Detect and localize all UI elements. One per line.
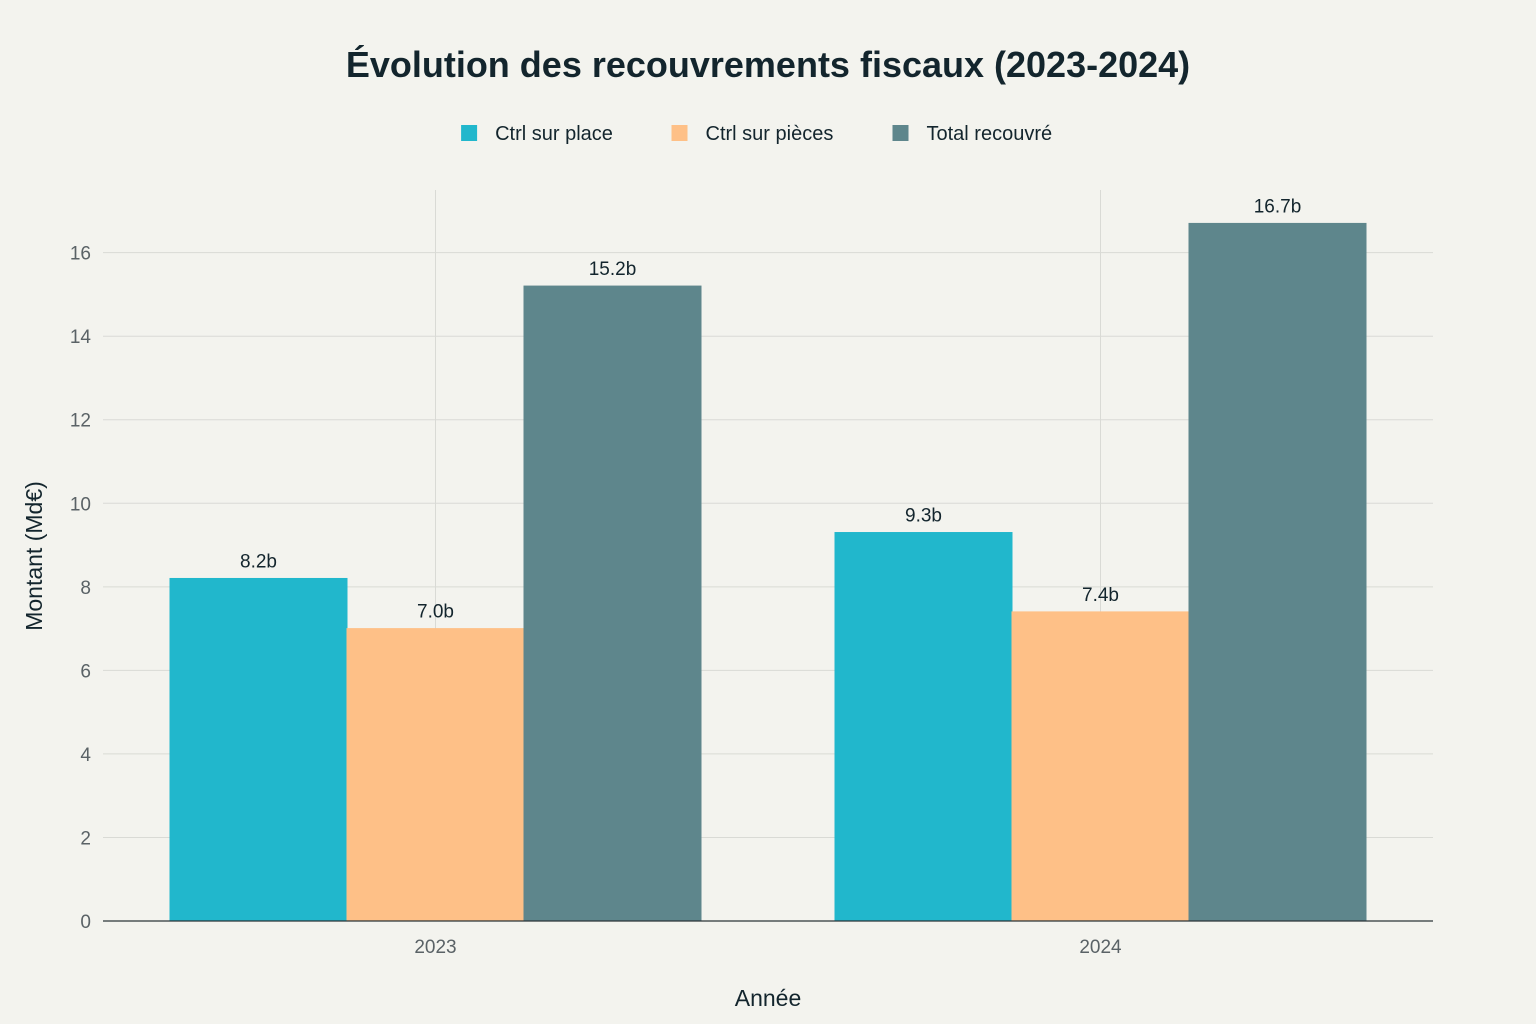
legend-label: Ctrl sur place [495, 123, 613, 145]
y-tick-label: 12 [70, 411, 91, 432]
y-tick-label: 2 [80, 828, 91, 849]
x-axis-title: Année [735, 985, 802, 1011]
x-tick-label: 2023 [414, 937, 456, 958]
bar [834, 532, 1013, 922]
y-tick-label: 16 [70, 244, 91, 265]
bar-value-label: 9.3b [905, 506, 942, 527]
bar-value-label: 16.7b [1254, 196, 1302, 217]
bar [346, 628, 525, 922]
bar-value-label: 7.4b [1082, 585, 1119, 606]
legend-label: Total recouvré [927, 123, 1053, 145]
bar [169, 577, 348, 922]
data-labels: 8.2b 7.0b 15.2b 9.3b 7.4b 16.7b [240, 196, 1301, 622]
legend: Ctrl sur place Ctrl sur pièces Total recou… [461, 123, 1052, 145]
y-tick-label: 4 [80, 745, 91, 766]
y-tick-label: 8 [80, 578, 91, 599]
legend-swatch [671, 125, 688, 141]
legend-swatch [461, 125, 478, 141]
bar-value-label: 7.0b [417, 602, 454, 623]
y-tick-label: 10 [70, 494, 91, 515]
bar-value-label: 8.2b [240, 551, 277, 572]
bar-value-label: 15.2b [589, 259, 637, 280]
bar [1188, 222, 1367, 922]
legend-label: Ctrl sur pièces [706, 123, 834, 145]
legend-swatch [892, 125, 909, 141]
y-tick-label: 6 [80, 661, 91, 682]
bar [1011, 611, 1190, 922]
bar [523, 285, 702, 922]
bars [169, 222, 1367, 922]
y-tick-label: 0 [80, 912, 91, 933]
axes: 2023 2024 [103, 920, 1433, 958]
y-axis-title: Montant (Md€) [21, 481, 47, 631]
y-tick-label: 14 [70, 327, 92, 348]
chart-title: Évolution des recouvrements fiscaux (202… [346, 44, 1190, 85]
x-tick-label: 2024 [1079, 937, 1122, 958]
